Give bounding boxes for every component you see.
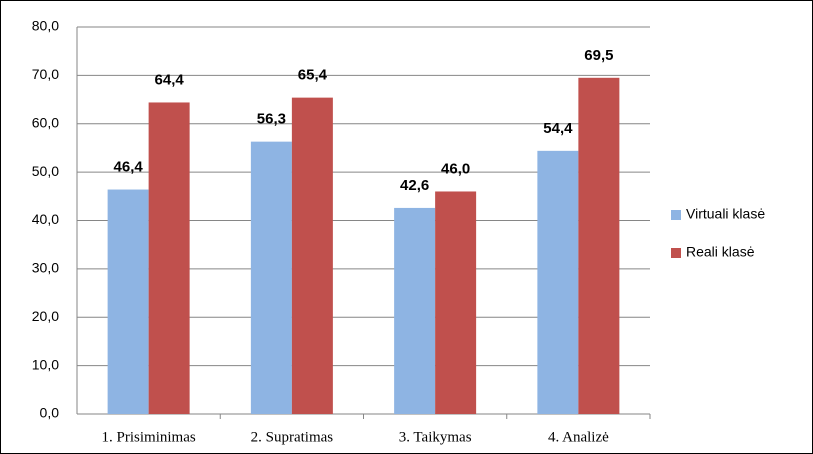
- value-label: 65,4: [298, 67, 328, 84]
- y-tick-label: 70,0: [32, 66, 59, 82]
- bar: [578, 77, 620, 414]
- value-label: 54,4: [543, 120, 573, 137]
- value-label: 56,3: [257, 111, 286, 128]
- y-tick-label: 50,0: [32, 163, 59, 179]
- y-tick-label: 40,0: [32, 211, 59, 227]
- legend-label: Virtuali klasė: [686, 206, 765, 222]
- y-tick-label: 20,0: [32, 308, 59, 324]
- bar: [250, 141, 292, 414]
- x-tick-label: 3. Taikymas: [399, 429, 472, 445]
- y-tick-label: 30,0: [32, 260, 59, 276]
- x-tick-label: 1. Prisiminimas: [102, 429, 196, 445]
- bar: [291, 97, 333, 414]
- y-tick-label: 0,0: [40, 405, 60, 421]
- bar: [435, 191, 477, 414]
- bar: [107, 189, 149, 414]
- legend-label: Reali klasė: [686, 244, 755, 260]
- bar: [148, 102, 190, 414]
- value-label: 42,6: [400, 177, 429, 194]
- y-tick-label: 10,0: [32, 356, 59, 372]
- value-label: 46,4: [114, 159, 144, 176]
- x-tick-label: 4. Analizė: [548, 429, 609, 445]
- value-label: 46,0: [441, 160, 470, 177]
- value-label: 64,4: [155, 71, 185, 88]
- x-tick-label: 2. Supratimas: [251, 429, 334, 445]
- bar: [394, 207, 436, 414]
- value-label: 69,5: [584, 47, 613, 64]
- legend-swatch: [671, 248, 681, 258]
- legend-swatch: [671, 210, 681, 220]
- y-tick-label: 60,0: [32, 114, 59, 130]
- y-tick-label: 80,0: [32, 18, 59, 34]
- bar: [537, 150, 579, 414]
